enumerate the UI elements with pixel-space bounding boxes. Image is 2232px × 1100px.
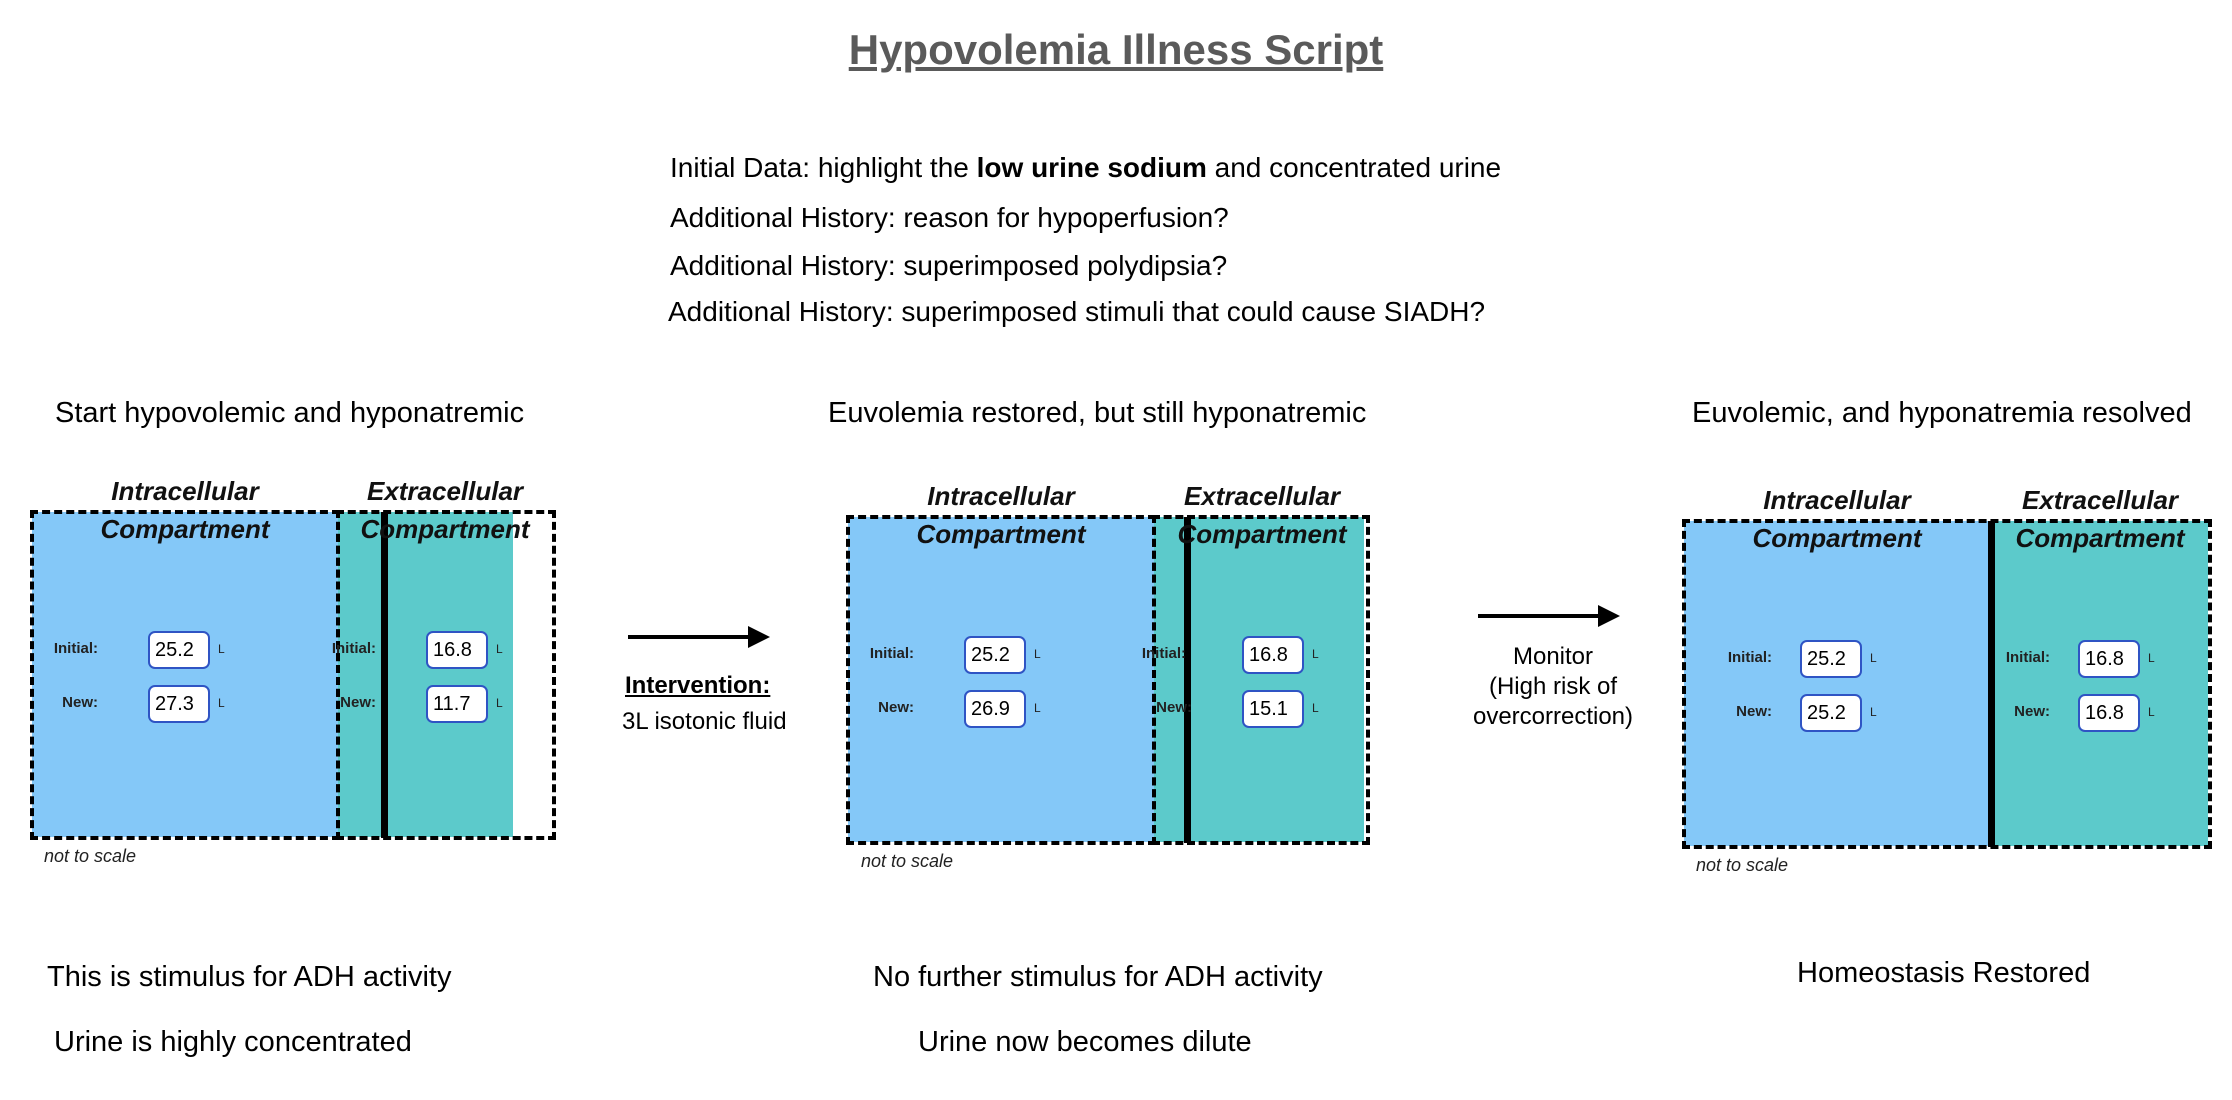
monitor-line-2: (High risk of — [1488, 673, 1618, 700]
stage-3-title: Euvolemic, and hyponatremia resolved — [1692, 397, 2192, 429]
extracellular-boundary — [1152, 515, 1370, 845]
intracellular-boundary — [30, 510, 340, 840]
extracellular-fill — [1990, 521, 2208, 846]
ec-new-value: 15.1 — [1242, 690, 1304, 728]
info-line-history-3: Additional History: superimposed stimuli… — [668, 296, 1486, 327]
ic-initial-value: 25.2 — [1800, 640, 1862, 678]
ic-initial-value: 25.2 — [964, 636, 1026, 674]
compartment-label: Compartment — [1752, 523, 1922, 553]
info-line-1-prefix: Initial Data: highlight the — [670, 152, 977, 183]
extracellular-fill — [338, 512, 513, 837]
compartment-label: Compartment — [916, 519, 1086, 549]
ec-initial-label: Initial: — [2005, 649, 2050, 666]
ic-initial-value: 25.2 — [148, 631, 210, 669]
info-line-history-2: Additional History: superimposed polydip… — [670, 250, 1228, 281]
ic-initial-label: Initial: — [869, 645, 914, 662]
intracellular-fill — [32, 512, 338, 837]
info-line-initial-data: Initial Data: highlight the low urine so… — [670, 152, 1501, 184]
ic-new-value: 27.3 — [148, 685, 210, 723]
compartment-label: Compartment — [2015, 523, 2185, 553]
stage-1-diagram: Intracellular Extracellular Compartment … — [30, 472, 562, 852]
ec-new-label: New: — [2014, 703, 2050, 720]
monitor-note: Monitor (High risk of overcorrection) — [1453, 642, 1653, 732]
info-line-history-1: Additional History: reason for hypoperfu… — [670, 202, 1229, 233]
unit-label: L — [218, 642, 225, 656]
compartment-label: Compartment — [1177, 519, 1347, 549]
not-to-scale-note: not to scale — [861, 851, 954, 871]
ec-initial-label: Initial: — [1141, 645, 1186, 662]
ic-new-label: New: — [62, 694, 98, 711]
unit-label: L — [496, 642, 503, 656]
unit-label: L — [218, 696, 225, 710]
ec-initial-value: 16.8 — [2078, 640, 2140, 678]
monitor-arrow — [1478, 605, 1620, 627]
unit-label: L — [1870, 705, 1877, 719]
stage-3-diagram: Intracellular Extracellular Compartment … — [1682, 481, 2214, 861]
unit-label: L — [496, 696, 503, 710]
extracellular-boundary — [336, 510, 556, 840]
ic-initial-label: Initial: — [1727, 649, 1772, 666]
stage-2-caption-adh: No further stimulus for ADH activity — [873, 961, 1323, 993]
stage-2-title: Euvolemia restored, but still hyponatrem… — [828, 397, 1367, 429]
ic-new-value: 26.9 — [964, 690, 1026, 728]
unit-label: L — [1312, 647, 1319, 661]
ic-initial-label: Initial: — [53, 640, 98, 657]
ec-new-value: 16.8 — [2078, 694, 2140, 732]
intervention-text: 3L isotonic fluid — [622, 708, 787, 735]
ec-initial-value: 16.8 — [426, 631, 488, 669]
stage-1-caption-urine: Urine is highly concentrated — [54, 1026, 412, 1058]
intracellular-fill — [1684, 521, 1990, 846]
ec-initial-value: 16.8 — [1242, 636, 1304, 674]
stage-2-diagram: Intracellular Extracellular Compartment … — [846, 477, 1378, 857]
monitor-line-1: Monitor — [1512, 643, 1594, 670]
info-line-1-bold: low urine sodium — [976, 152, 1207, 183]
unit-label: L — [1870, 651, 1877, 665]
intracellular-label: Intracellular — [927, 481, 1075, 511]
ic-new-label: New: — [878, 699, 914, 716]
stage-2-caption-urine: Urine now becomes dilute — [918, 1026, 1252, 1058]
unit-label: L — [2148, 705, 2155, 719]
ic-new-value: 25.2 — [1800, 694, 1862, 732]
compartment-label: Compartment — [360, 514, 530, 544]
cell-membrane-line — [1988, 521, 1995, 847]
extracellular-label: Extracellular — [366, 476, 524, 506]
stage-3-caption-homeostasis: Homeostasis Restored — [1797, 957, 2091, 989]
monitor-line-3: overcorrection) — [1472, 703, 1634, 730]
extracellular-label: Extracellular — [1183, 481, 1341, 511]
unit-label: L — [1034, 701, 1041, 715]
ec-initial-label: Initial: — [331, 640, 376, 657]
stage-1-caption-adh: This is stimulus for ADH activity — [47, 961, 452, 993]
stage-1-title: Start hypovolemic and hyponatremic — [55, 397, 525, 429]
unit-label: L — [2148, 651, 2155, 665]
page-title: Hypovolemia Illness Script — [848, 26, 1384, 73]
intracellular-fill — [848, 517, 1154, 842]
intracellular-boundary — [846, 515, 1156, 845]
ec-new-value: 11.7 — [426, 685, 488, 723]
intervention-title: Intervention: — [625, 672, 771, 699]
intracellular-label: Intracellular — [111, 476, 259, 506]
cell-membrane-line — [1184, 517, 1191, 843]
not-to-scale-note: not to scale — [1696, 855, 1789, 875]
compartment-label: Compartment — [100, 514, 270, 544]
ic-new-label: New: — [1736, 703, 1772, 720]
unit-label: L — [1312, 701, 1319, 715]
ec-new-label: New: — [340, 694, 376, 711]
intracellular-label: Intracellular — [1763, 485, 1911, 515]
extracellular-label: Extracellular — [2021, 485, 2179, 515]
not-to-scale-note: not to scale — [44, 846, 137, 866]
cell-membrane-line — [381, 512, 388, 838]
unit-label: L — [1034, 647, 1041, 661]
ec-new-label: New: — [1156, 699, 1192, 716]
info-line-1-suffix: and concentrated urine — [1206, 152, 1502, 183]
intervention-arrow — [628, 626, 770, 648]
compartment-boundary — [1682, 519, 2212, 849]
